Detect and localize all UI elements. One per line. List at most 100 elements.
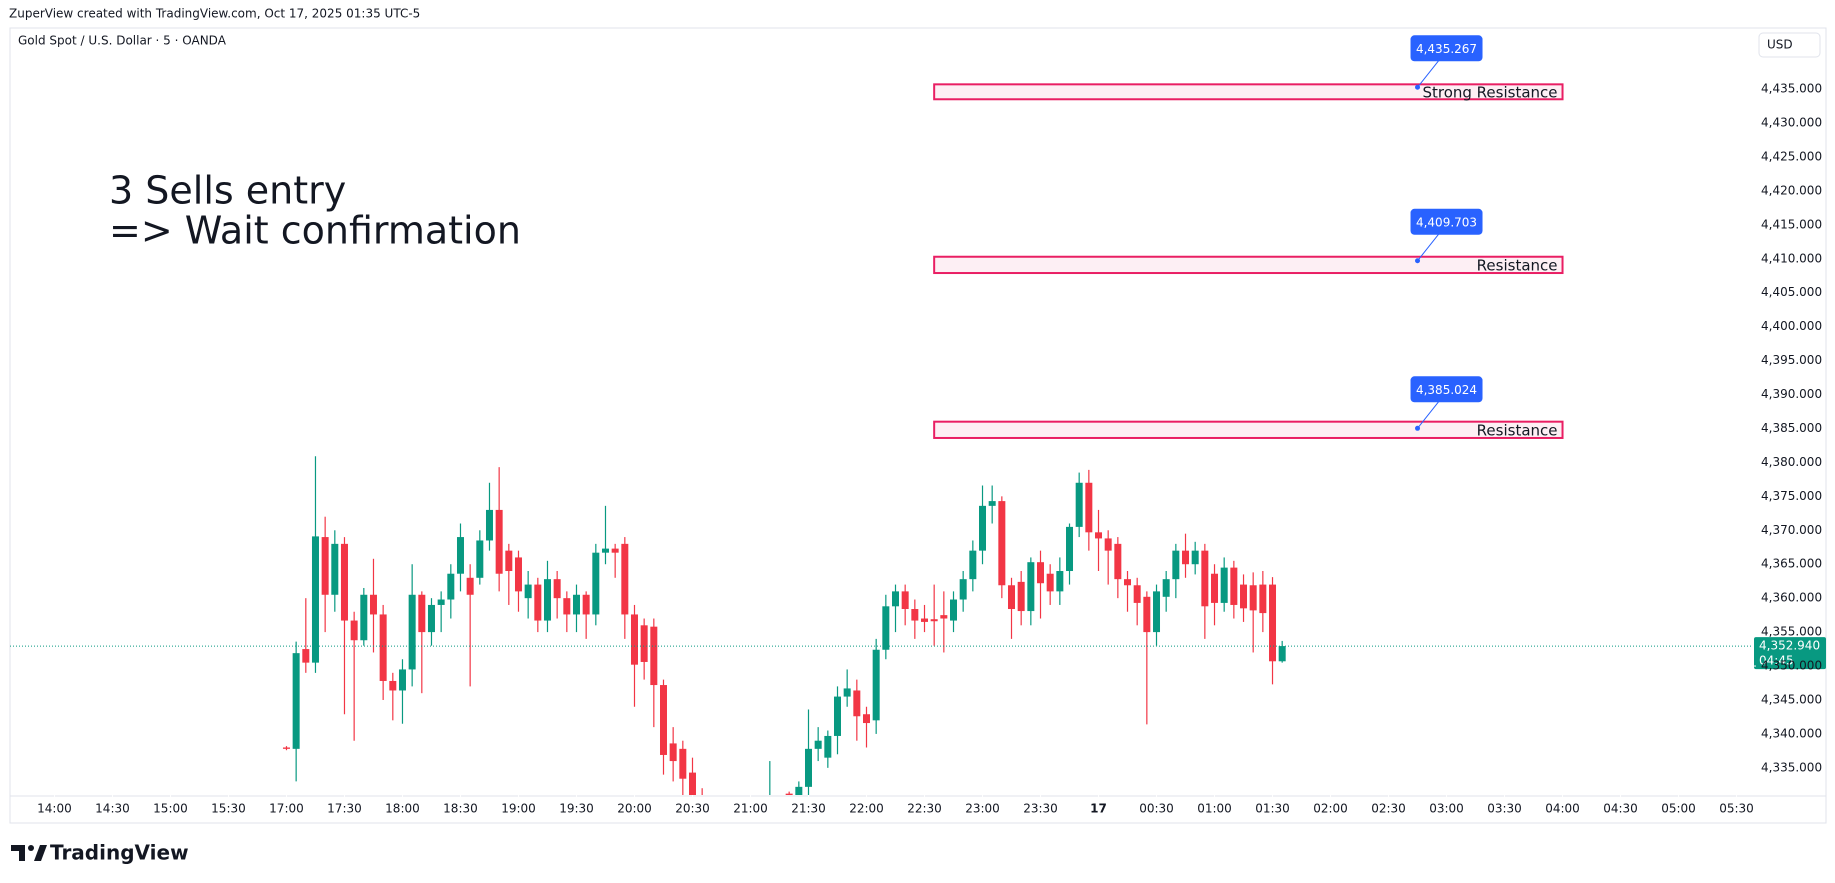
x-tick-label: 17:00 <box>269 802 304 816</box>
candle-body <box>862 714 870 724</box>
candle-body <box>302 649 310 663</box>
candle-body <box>495 509 503 574</box>
candle-body <box>476 540 484 578</box>
overlay: Strong Resistance 4,435.267 Resistance 4,40… <box>10 35 1826 670</box>
candle-body <box>485 509 493 541</box>
candle-body <box>1278 646 1286 662</box>
candle-body <box>901 591 909 610</box>
zone <box>933 420 1564 439</box>
anchor-dot <box>1415 425 1421 431</box>
candle-body <box>1162 579 1170 597</box>
brand: TradingView <box>50 841 189 865</box>
y-tick-label: 4,350.000 <box>1761 659 1822 673</box>
y-tick-label: 4,425.000 <box>1761 149 1822 163</box>
candle-body <box>785 793 793 795</box>
zone-label: Strong Resistance <box>1422 83 1557 101</box>
x-tick-label: 02:30 <box>1371 802 1406 816</box>
x-tick-label: 05:30 <box>1719 802 1754 816</box>
candle-body <box>940 615 948 619</box>
candle-body <box>456 537 464 574</box>
candle-body <box>543 579 551 621</box>
logo-icon <box>28 845 34 851</box>
candle-body <box>824 735 832 758</box>
candle-body <box>1259 584 1267 614</box>
candle-body <box>959 579 967 600</box>
x-tick-label: 04:30 <box>1603 802 1638 816</box>
x-tick-label: 21:00 <box>733 802 768 816</box>
callout-line <box>1417 231 1441 262</box>
candle-body <box>1124 579 1132 586</box>
x-tick-label: 02:00 <box>1313 802 1348 816</box>
x-tick-label: 14:00 <box>37 802 72 816</box>
y-tick-label: 4,365.000 <box>1761 557 1822 571</box>
last-price-box <box>1754 637 1826 670</box>
candle-body <box>582 594 590 615</box>
candle-body <box>1027 562 1035 612</box>
currency-label[interactable]: USD <box>1767 38 1793 52</box>
anchor-dot <box>1415 84 1421 90</box>
y-tick-label: 4,360.000 <box>1761 591 1822 605</box>
candle-body <box>524 584 532 599</box>
candle-body <box>321 537 329 595</box>
y-tick-label: 4,435.000 <box>1761 82 1822 96</box>
candle-body <box>505 550 513 572</box>
y-tick-label: 4,410.000 <box>1761 251 1822 265</box>
y-tick-label: 4,345.000 <box>1761 692 1822 706</box>
candle-body <box>447 573 455 600</box>
candle-body <box>427 604 435 633</box>
anchor-dot <box>1415 258 1421 264</box>
x-tick-label: 04:00 <box>1545 802 1580 816</box>
candle-body <box>369 594 377 615</box>
annotation-line: 3 Sells entry <box>109 169 346 213</box>
candle-body <box>650 626 658 686</box>
x-tick-label: 15:30 <box>211 802 246 816</box>
x-tick-label: 20:00 <box>617 802 652 816</box>
price-bubble <box>1410 208 1483 235</box>
last-price-label: 4,352.940 <box>1759 639 1820 653</box>
candle-body <box>350 620 358 641</box>
y-tick-label: 4,370.000 <box>1761 523 1822 537</box>
candle-body <box>611 548 619 553</box>
y-tick-label: 4,380.000 <box>1761 455 1822 469</box>
candle-body <box>950 599 958 621</box>
candle-body <box>882 606 890 650</box>
countdown-label: 04:45 <box>1759 654 1794 668</box>
candle-body <box>563 598 571 615</box>
candle-body <box>466 577 474 595</box>
candle-body <box>1008 585 1016 610</box>
y-tick-label: 4,405.000 <box>1761 285 1822 299</box>
candle-body <box>872 649 880 721</box>
chart-frame <box>9 27 1827 824</box>
price-bubble-label: 4,409.703 <box>1416 215 1477 229</box>
candle-body <box>331 543 339 595</box>
candle-body <box>340 543 348 621</box>
candle-body <box>640 625 648 662</box>
price-bubble-label: 4,385.024 <box>1416 383 1477 397</box>
candle-body <box>1211 573 1219 603</box>
x-tick-label: 00:30 <box>1139 802 1174 816</box>
candle-body <box>1114 543 1122 580</box>
x-tick-label: 19:00 <box>501 802 536 816</box>
candle-body <box>833 696 841 736</box>
candle-body <box>534 584 542 621</box>
candle-body <box>795 786 803 795</box>
candle-body <box>514 557 522 592</box>
candle-body <box>418 594 426 633</box>
zone <box>933 83 1564 101</box>
candle-body <box>437 599 445 605</box>
candle-body <box>669 743 677 762</box>
candle-body <box>282 747 290 749</box>
x-tick-label: 20:30 <box>675 802 710 816</box>
x-tick-label: 23:00 <box>965 802 1000 816</box>
candle-body <box>292 653 300 749</box>
candle-body <box>1191 550 1199 565</box>
currency-box[interactable] <box>1758 32 1821 58</box>
candle-body <box>688 772 696 795</box>
candle-body <box>921 618 929 622</box>
candle-body <box>1269 584 1277 662</box>
header-text: ZuperView created with TradingView.com, … <box>9 7 420 21</box>
candle-body <box>930 619 938 622</box>
